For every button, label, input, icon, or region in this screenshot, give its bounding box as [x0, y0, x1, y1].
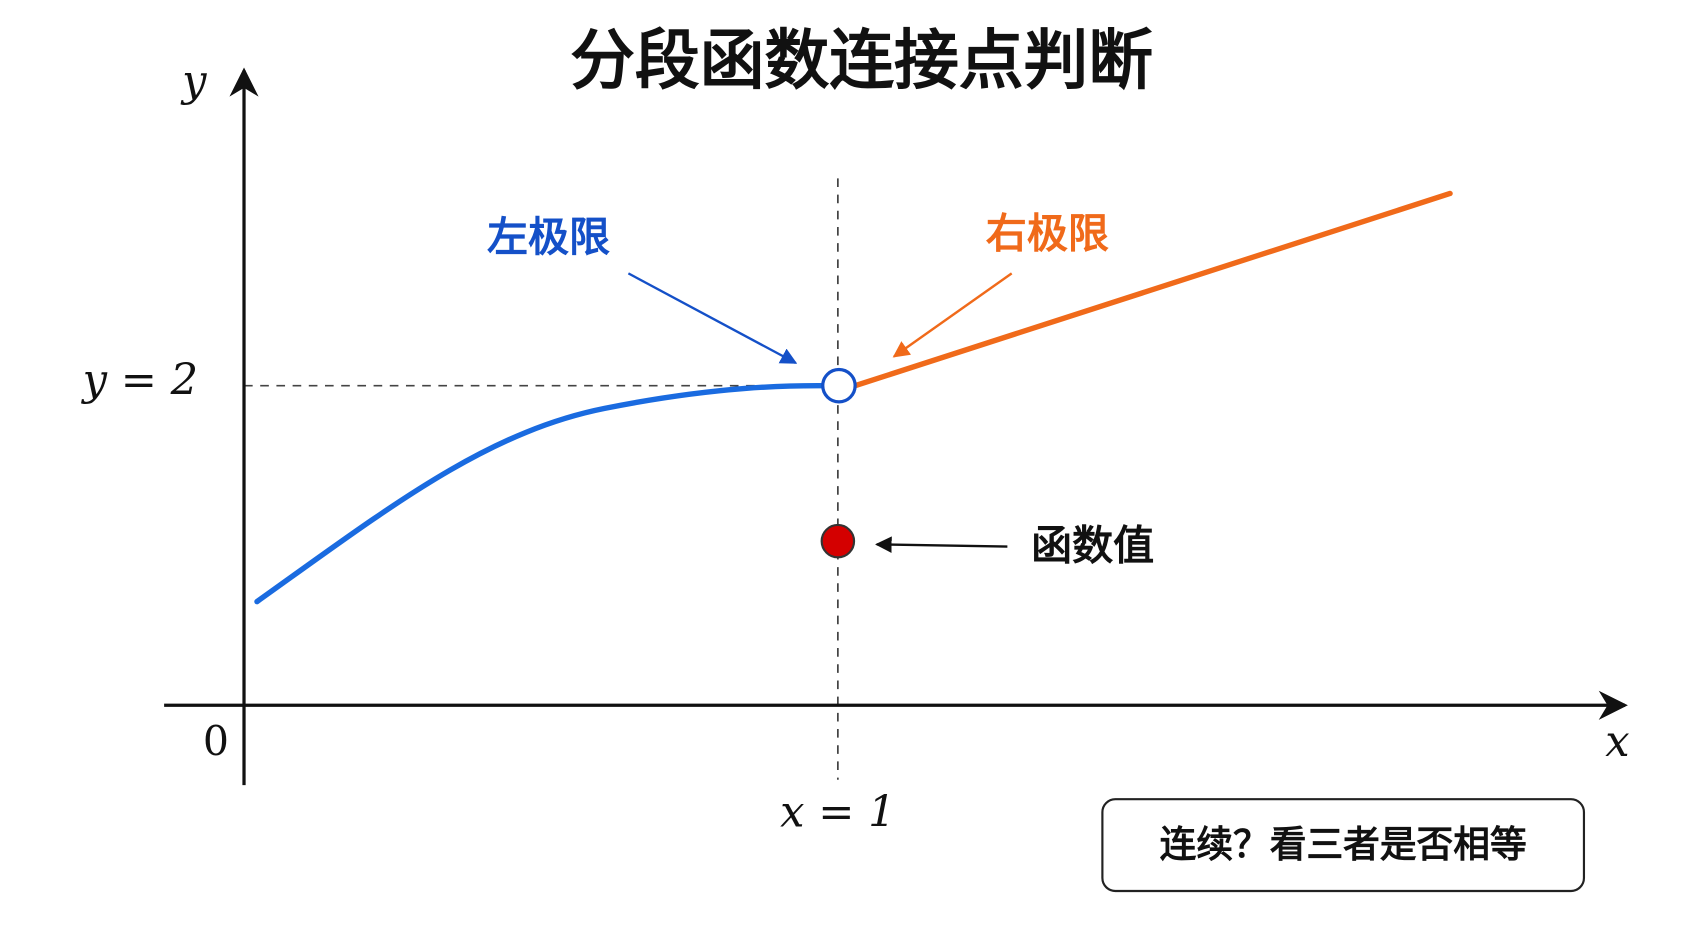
x-axis-label: x	[1605, 717, 1629, 767]
open-point	[821, 367, 857, 404]
x-level-label: x = 1	[780, 787, 895, 837]
right-limit-arrow	[892, 272, 1013, 358]
note-box	[1101, 798, 1586, 893]
left-curve	[254, 382, 826, 605]
function-value-arrow	[875, 536, 1008, 553]
left-limit-arrow	[627, 272, 798, 365]
y-level-label: y = 2	[81, 356, 198, 406]
function-value-point	[820, 523, 856, 559]
right-limit-label: 右极限	[986, 210, 1109, 258]
y-axis-label: y	[180, 56, 207, 106]
note-text: 连续？看三者是否相等	[1160, 823, 1527, 866]
right-line	[852, 190, 1453, 389]
function-value-label: 函数值	[1031, 522, 1154, 570]
left-limit-label: 左极限	[487, 213, 610, 261]
title: 分段函数连接点判断	[570, 24, 1153, 99]
origin-label: 0	[203, 718, 229, 766]
